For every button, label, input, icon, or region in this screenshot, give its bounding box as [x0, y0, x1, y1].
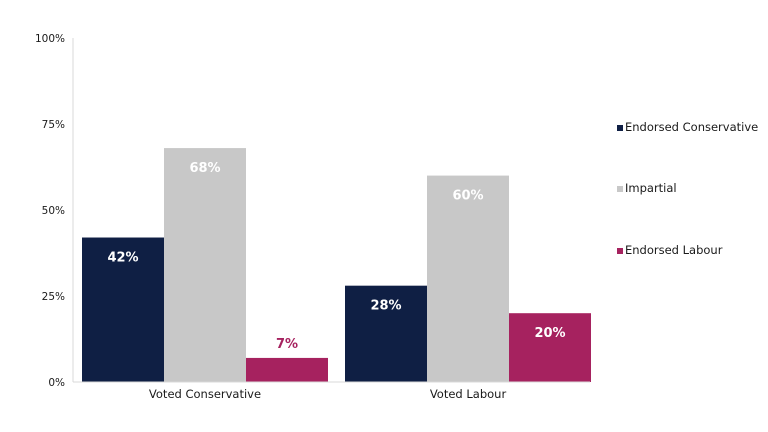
legend-label: Endorsed Conservative [625, 120, 758, 134]
bar [164, 148, 246, 382]
legend-swatch [617, 125, 623, 131]
y-tick-label: 50% [42, 205, 65, 217]
data-label: 28% [370, 299, 401, 314]
bar [509, 313, 591, 382]
data-label: 7% [276, 337, 298, 352]
data-labels: 42% 28% 68% 60% 7% 20% [107, 161, 565, 352]
bars [82, 148, 591, 382]
bar [427, 175, 509, 382]
y-tick-label: 25% [42, 291, 65, 303]
bar [345, 285, 427, 382]
legend-label: Endorsed Labour [625, 243, 723, 257]
legend-swatch [617, 248, 623, 254]
bar [246, 357, 328, 382]
legend-swatch [617, 186, 623, 192]
legend-label: Impartial [625, 181, 677, 195]
data-label: 20% [534, 326, 565, 341]
x-axis: Voted Conservative Voted Labour [73, 381, 590, 401]
x-category-label: Voted Labour [430, 387, 507, 401]
y-tick-label: 75% [42, 119, 65, 131]
legend: Endorsed Conservative Impartial Endorsed L… [617, 120, 758, 257]
data-label: 60% [452, 189, 483, 204]
y-tick-label: 100% [35, 33, 65, 45]
bar [82, 237, 164, 382]
data-label: 68% [189, 161, 220, 176]
data-label: 42% [107, 251, 138, 266]
y-axis: 0% 25% 50% 75% 100% [35, 33, 74, 389]
y-tick-label: 0% [48, 377, 65, 389]
x-category-label: Voted Conservative [149, 387, 261, 401]
